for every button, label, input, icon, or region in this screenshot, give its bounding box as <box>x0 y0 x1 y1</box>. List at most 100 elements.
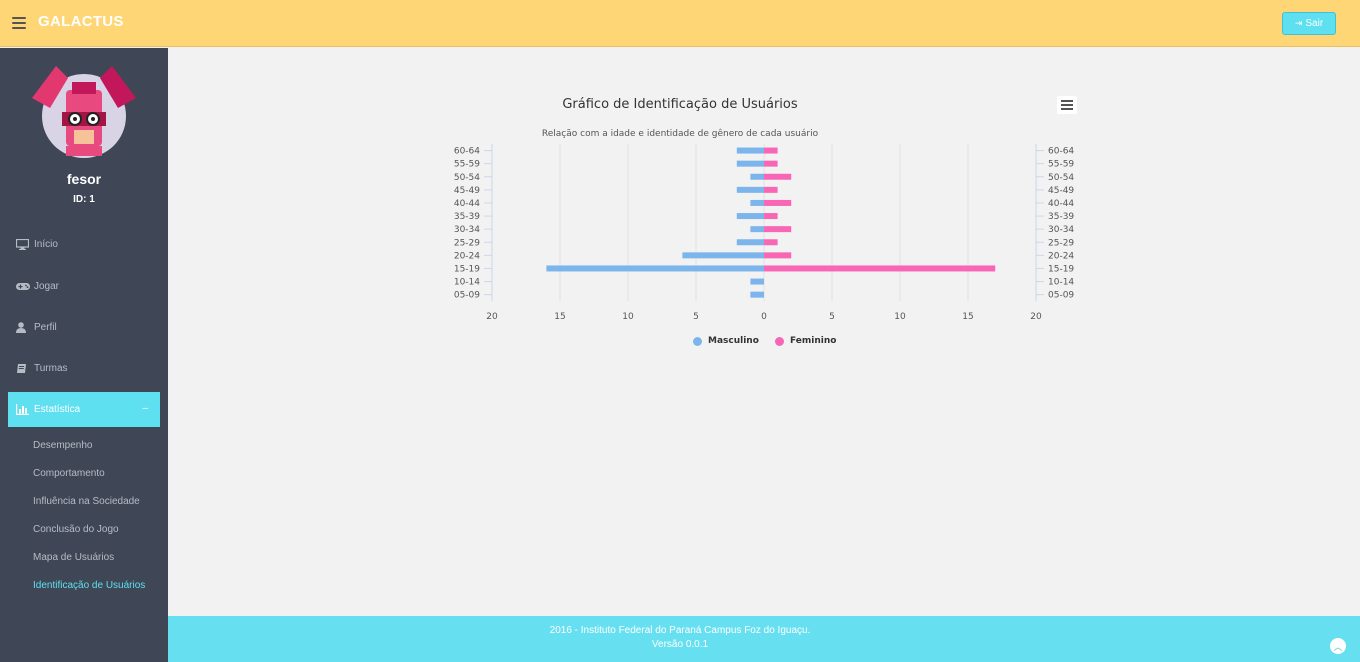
subnav-influencia[interactable]: Influência na Sociedade <box>33 496 140 507</box>
category-label-left: 15-19 <box>454 264 480 274</box>
legend-label: Feminino <box>790 336 837 346</box>
x-tick-label: 15 <box>554 312 565 322</box>
category-label-right: 15-19 <box>1048 264 1074 274</box>
chart-context-menu-icon[interactable] <box>1057 96 1077 114</box>
category-label-right: 25-29 <box>1048 238 1074 248</box>
bar-masculino <box>750 199 764 206</box>
logout-label: Sair <box>1305 18 1324 29</box>
bar-feminino <box>764 173 792 180</box>
category-label-left: 50-54 <box>454 173 480 183</box>
x-tick-label: 15 <box>962 312 973 322</box>
monitor-icon <box>8 239 34 250</box>
category-label-right: 20-24 <box>1048 251 1074 261</box>
x-tick-label: 20 <box>1030 312 1042 322</box>
chart-title: Gráfico de Identificação de Usuários <box>562 97 798 112</box>
subnav-mapa[interactable]: Mapa de Usuários <box>33 552 115 563</box>
user-id: ID: 1 <box>73 194 95 205</box>
avatar <box>32 66 136 158</box>
bar-masculino <box>736 147 764 154</box>
x-tick-label: 10 <box>894 312 906 322</box>
bar-feminino <box>764 213 778 220</box>
nav-item-inicio[interactable]: Início <box>8 227 160 262</box>
nav-label: Turmas <box>34 363 68 374</box>
chart-subtitle: Relação com a idade e identidade de gêne… <box>541 129 819 139</box>
category-label-left: 35-39 <box>454 212 480 222</box>
subnav-desempenho[interactable]: Desempenho <box>33 440 93 451</box>
category-label-left: 45-49 <box>454 186 480 196</box>
bar-feminino <box>764 239 778 246</box>
population-pyramid-chart: 20 15 10 5 0 5 10 15 20 60-64 60-64 55-59 55-59 50-54… <box>454 144 1074 322</box>
bar-masculino <box>736 239 764 246</box>
footer: 2016 - Instituto Federal do Paraná Campu… <box>168 616 1360 662</box>
bar-masculino <box>546 265 764 272</box>
gamepad-icon <box>8 282 34 291</box>
category-label-right: 35-39 <box>1048 212 1074 222</box>
menu-toggle-icon[interactable] <box>12 17 26 29</box>
bar-masculino <box>682 252 764 259</box>
nav-item-perfil[interactable]: Perfil <box>8 310 160 345</box>
legend-label: Masculino <box>708 336 759 346</box>
x-tick-label: 20 <box>486 312 498 322</box>
bar-masculino <box>736 160 764 167</box>
nav-item-estatistica[interactable]: Estatística – <box>8 392 160 427</box>
category-label-right: 50-54 <box>1048 173 1074 183</box>
category-label-right: 55-59 <box>1048 160 1074 170</box>
book-icon <box>8 363 34 374</box>
scroll-top-icon[interactable]: ︿ <box>1330 638 1346 654</box>
username: fesor <box>66 171 102 187</box>
nav-item-jogar[interactable]: Jogar <box>8 269 160 304</box>
logout-button[interactable]: ⇥ Sair <box>1282 12 1336 35</box>
subnav-comportamento[interactable]: Comportamento <box>33 468 105 479</box>
sign-out-icon: ⇥ <box>1294 18 1303 28</box>
user-icon <box>8 322 34 333</box>
bar-masculino <box>750 173 764 180</box>
nav-label: Jogar <box>34 281 60 292</box>
x-tick-label: 0 <box>761 312 767 322</box>
bar-masculino <box>736 213 764 220</box>
bar-feminino <box>764 226 792 233</box>
category-label-right: 60-64 <box>1048 147 1074 157</box>
brand-title[interactable]: GALACTUS <box>38 13 124 30</box>
footer-version: Versão 0.0.1 <box>651 639 709 650</box>
category-label-left: 55-59 <box>454 160 480 170</box>
category-label-left: 40-44 <box>454 199 480 209</box>
sidebar: fesor ID: 1 Início Jogar Perfil Turmas E… <box>0 48 168 662</box>
bar-feminino <box>764 199 792 206</box>
category-label-right: 10-14 <box>1048 278 1074 288</box>
nav-label: Perfil <box>34 322 57 333</box>
bar-masculino <box>750 278 764 285</box>
category-label-left: 25-29 <box>454 238 480 248</box>
category-label-left: 05-09 <box>454 291 480 301</box>
category-label-left: 10-14 <box>454 278 480 288</box>
bar-masculino <box>736 186 764 193</box>
category-label-right: 05-09 <box>1048 291 1074 301</box>
legend-item-feminino[interactable]: Feminino <box>775 336 836 346</box>
chart-subtitle-wrap: Relação com a idade e identidade de gêne… <box>168 121 1360 140</box>
bar-chart-icon <box>8 404 34 415</box>
x-tick-label: 10 <box>622 312 634 322</box>
x-tick-label: 5 <box>693 312 699 322</box>
bar-masculino <box>750 226 764 233</box>
legend-symbol <box>775 336 784 346</box>
category-label-left: 30-34 <box>454 225 480 235</box>
bar-masculino <box>750 291 764 298</box>
collapse-icon[interactable]: – <box>142 403 148 414</box>
nav-label: Estatística <box>34 404 81 415</box>
category-label-left: 20-24 <box>454 251 480 261</box>
legend-item-masculino[interactable]: Masculino <box>693 336 759 346</box>
nav-item-turmas[interactable]: Turmas <box>8 351 160 386</box>
chart-title-wrap: Gráfico de Identificação de Usuários <box>168 93 1360 112</box>
nav-label: Início <box>34 239 58 250</box>
bar-feminino <box>764 186 778 193</box>
footer-copyright: 2016 - Instituto Federal do Paraná Campu… <box>549 625 811 636</box>
category-label-left: 60-64 <box>454 147 480 157</box>
bar-feminino <box>764 147 778 154</box>
category-label-right: 30-34 <box>1048 225 1074 235</box>
subnav-conclusao[interactable]: Conclusão do Jogo <box>33 524 119 535</box>
legend-symbol <box>693 336 702 346</box>
top-header: GALACTUS ⇥ Sair <box>0 0 1360 47</box>
bar-feminino <box>764 265 996 272</box>
subnav-identificacao[interactable]: Identificação de Usuários <box>33 580 146 591</box>
bar-feminino <box>764 160 778 167</box>
x-tick-label: 5 <box>829 312 835 322</box>
